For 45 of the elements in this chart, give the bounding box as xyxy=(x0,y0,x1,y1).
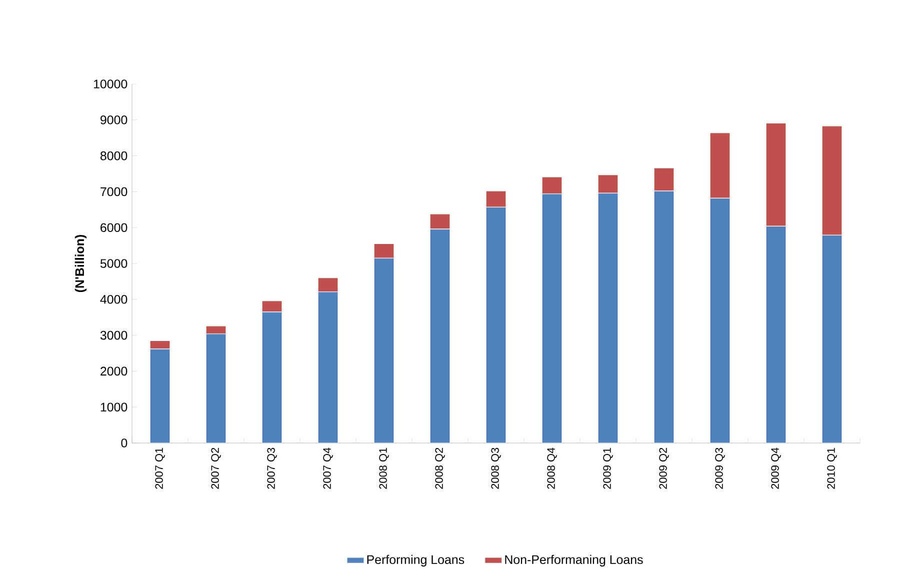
bar xyxy=(486,206,506,443)
x-tick-label: 2009 Q1 xyxy=(603,448,613,489)
bar xyxy=(766,226,786,443)
bar xyxy=(430,214,450,230)
x-tick-label: 2008 Q1 xyxy=(379,448,389,489)
x-tick-label: 2008 Q2 xyxy=(435,448,445,489)
x-tick-label: 2007 Q2 xyxy=(211,448,221,489)
y-tick-label: 5000 xyxy=(100,259,128,268)
x-tick-label: 2010 Q1 xyxy=(827,448,837,489)
y-tick-label: 10000 xyxy=(94,80,128,88)
bar xyxy=(374,243,394,258)
bar xyxy=(206,326,226,334)
bar xyxy=(710,198,730,443)
bar xyxy=(654,190,674,443)
x-tick-label: 2007 Q1 xyxy=(155,448,165,489)
y-tick-label: 2000 xyxy=(100,366,128,376)
y-tick-label: 6000 xyxy=(100,223,128,232)
legend-label: Performing Loans xyxy=(367,554,464,566)
x-tick-label: 2008 Q3 xyxy=(491,448,501,489)
bar xyxy=(542,194,562,443)
y-tick-label: 9000 xyxy=(100,115,128,124)
y-axis-title: (N'Billion) xyxy=(74,234,87,292)
x-tick-label: 2007 Q4 xyxy=(323,448,333,489)
y-tick-label: 3000 xyxy=(100,330,128,340)
bar xyxy=(206,334,226,443)
x-tick-label: 2009 Q3 xyxy=(715,448,725,489)
bar xyxy=(822,234,842,443)
bar xyxy=(318,278,338,292)
y-tick-label: 7000 xyxy=(100,187,128,196)
y-tick-label: 4000 xyxy=(100,294,128,304)
legend-label: Non-Performaning Loans xyxy=(505,554,643,566)
y-tick-label: 1000 xyxy=(100,402,128,412)
bar xyxy=(318,292,338,443)
y-tick-label: 0 xyxy=(121,438,128,448)
y-tick-label: 8000 xyxy=(100,151,128,160)
bar xyxy=(374,258,394,443)
x-tick-label: 2009 Q4 xyxy=(771,448,781,489)
bar xyxy=(262,312,282,443)
x-tick-label: 2007 Q3 xyxy=(267,448,277,489)
x-tick-label: 2008 Q4 xyxy=(547,448,557,489)
x-tick-label: 2009 Q2 xyxy=(659,448,669,489)
bar xyxy=(262,300,282,312)
bar xyxy=(430,228,450,443)
bar xyxy=(598,192,618,443)
bar xyxy=(150,348,170,443)
